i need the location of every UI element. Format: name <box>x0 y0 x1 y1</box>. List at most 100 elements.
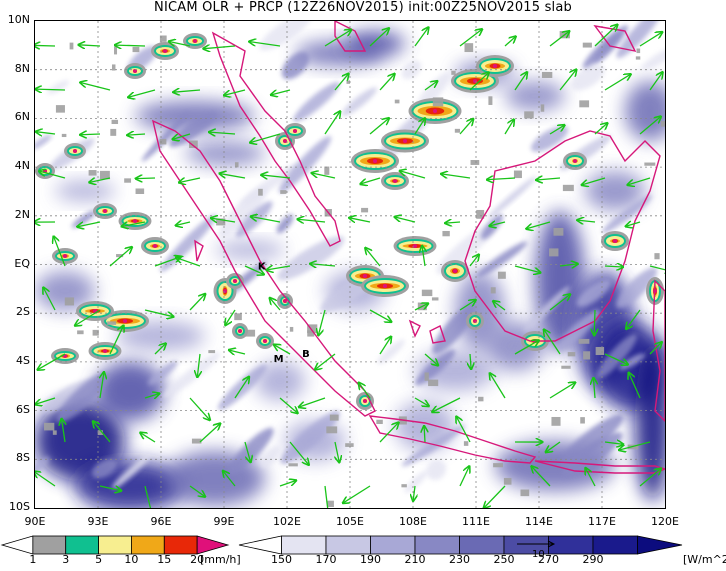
precip-speck <box>132 46 140 53</box>
wind-arrow <box>349 218 371 222</box>
olr-cloud-patch <box>135 101 255 131</box>
precip-speck <box>562 184 574 192</box>
precip-speck <box>124 178 132 183</box>
wind-arrow <box>604 442 623 444</box>
wind-arrow <box>249 42 281 47</box>
precip-speck <box>394 99 400 104</box>
wind-arrow <box>144 485 152 508</box>
wind-arrow <box>318 309 326 335</box>
precip-speck <box>428 379 439 387</box>
wind-arrow <box>79 45 101 46</box>
wind-arrow <box>335 441 339 462</box>
precip-cell-core <box>73 149 77 153</box>
wind-arrow <box>536 178 561 180</box>
wind-arrow <box>271 89 291 95</box>
coastline-segment <box>408 319 421 338</box>
olr-cloud-streak <box>47 80 70 95</box>
wind-arrow <box>586 468 596 487</box>
wind-arrow <box>514 72 527 91</box>
olr-cloud-streak <box>228 427 274 474</box>
precip-speck <box>234 313 242 321</box>
wind-arrow <box>189 397 210 420</box>
precip-speck <box>513 170 522 179</box>
map-canvas: K M B <box>35 21 665 508</box>
precip-speck <box>478 396 484 402</box>
precip-cell-core <box>63 254 67 258</box>
wind-arrow <box>544 330 561 355</box>
precip-cell-core <box>453 269 457 273</box>
precip-speck <box>326 426 338 434</box>
wind-arrow <box>274 345 291 355</box>
wind-arrow <box>324 30 351 47</box>
olr-cloud-streak <box>377 339 405 365</box>
olr-colorbar-swatch <box>459 535 505 555</box>
precip-speck <box>111 119 119 125</box>
wind-arrow <box>459 300 475 311</box>
wind-arrow <box>369 309 391 322</box>
precip-speck <box>44 422 55 431</box>
wind-arrow <box>244 265 264 274</box>
olr-cloud-patch <box>395 401 455 451</box>
olr-cloud-streak <box>169 112 217 148</box>
wind-arrow <box>424 426 425 443</box>
wind-arrow <box>469 73 489 91</box>
coastline-segment <box>652 279 665 422</box>
wind-arrow <box>594 309 595 335</box>
wind-arrow <box>514 265 540 273</box>
wind-arrow <box>639 469 661 487</box>
wind-arrow <box>490 373 506 399</box>
wind-arrow <box>199 424 220 443</box>
lat-label: 6N <box>14 110 30 124</box>
wind-arrow <box>400 171 426 179</box>
precip-colorbar-swatch <box>131 535 165 555</box>
precip-speck <box>451 70 456 75</box>
precip-colorbar-label: 3 <box>62 553 70 566</box>
precip-cell-core <box>373 159 377 163</box>
wind-arrow <box>379 337 391 355</box>
precip-speck <box>135 188 145 194</box>
precip-speck <box>69 42 74 50</box>
wind-arrow <box>365 248 381 267</box>
precip-speck <box>490 287 496 294</box>
wind-arrow <box>122 221 146 226</box>
wind-arrow <box>176 222 191 225</box>
wind-arrow <box>559 264 578 266</box>
olr-cloud-streak <box>281 51 310 80</box>
precip-speck <box>114 46 118 55</box>
precip-cell-core <box>293 129 297 133</box>
lon-label: 102E <box>273 515 301 528</box>
wind-arrow <box>619 441 651 450</box>
precip-colorbar-label: 10 <box>124 553 139 566</box>
wind-arrow <box>441 174 471 178</box>
precip-speck <box>159 138 167 145</box>
lat-label: 10S <box>9 500 30 513</box>
precip-cell-core <box>103 349 107 353</box>
precip-speck <box>493 463 503 468</box>
precip-speck <box>524 111 534 119</box>
wind-arrow <box>546 441 561 452</box>
precip-speck <box>578 338 590 344</box>
olr-cloud-patch <box>55 181 115 201</box>
olr-cloud-streak <box>559 135 612 171</box>
wind-arrow <box>532 466 551 487</box>
precip-speck <box>289 326 294 332</box>
lon-label: 114E <box>525 515 553 528</box>
wind-arrow <box>413 485 415 501</box>
lon-label: 108E <box>399 515 427 528</box>
precip-speck <box>553 227 564 236</box>
precip-speck <box>567 352 576 357</box>
wind-arrow <box>35 472 56 487</box>
precip-cell-core <box>163 49 167 53</box>
precip-speck <box>644 162 656 166</box>
wind-arrow <box>179 178 201 182</box>
wind-arrow <box>267 266 291 270</box>
wind-arrow <box>189 485 205 497</box>
precip-speck <box>208 350 216 354</box>
precip-cell-core <box>193 39 197 43</box>
wind-arrow <box>100 372 104 399</box>
precip-cell-core <box>613 239 617 243</box>
wind-arrow <box>594 123 607 135</box>
wind-vectors <box>35 25 665 508</box>
precip-speck <box>280 190 287 194</box>
precip-cell-core <box>493 64 497 68</box>
